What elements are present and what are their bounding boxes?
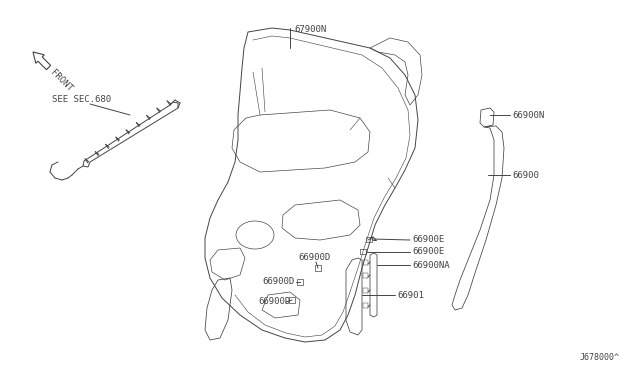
Text: 66900D: 66900D (258, 298, 291, 307)
Text: 67900N: 67900N (294, 25, 326, 34)
Bar (289, 297, 295, 303)
Bar (360, 249, 366, 254)
Bar (366, 237, 372, 242)
Text: 66900D: 66900D (298, 253, 330, 262)
Bar (297, 279, 303, 285)
Bar (363, 273, 368, 278)
Text: FRONT: FRONT (49, 68, 74, 93)
Text: 66901: 66901 (397, 291, 424, 299)
Bar (363, 260, 368, 265)
Bar (363, 288, 368, 293)
Polygon shape (33, 52, 51, 70)
Text: 66900N: 66900N (512, 110, 544, 119)
Text: J678000^: J678000^ (580, 353, 620, 362)
Text: 66900E: 66900E (412, 247, 444, 257)
Text: 66900NA: 66900NA (412, 260, 450, 269)
Bar (315, 265, 321, 271)
Text: SEE SEC.680: SEE SEC.680 (52, 95, 111, 104)
Bar (363, 303, 368, 308)
Text: 66900: 66900 (512, 170, 539, 180)
Text: 66900E: 66900E (412, 235, 444, 244)
Text: 66900D: 66900D (262, 278, 294, 286)
